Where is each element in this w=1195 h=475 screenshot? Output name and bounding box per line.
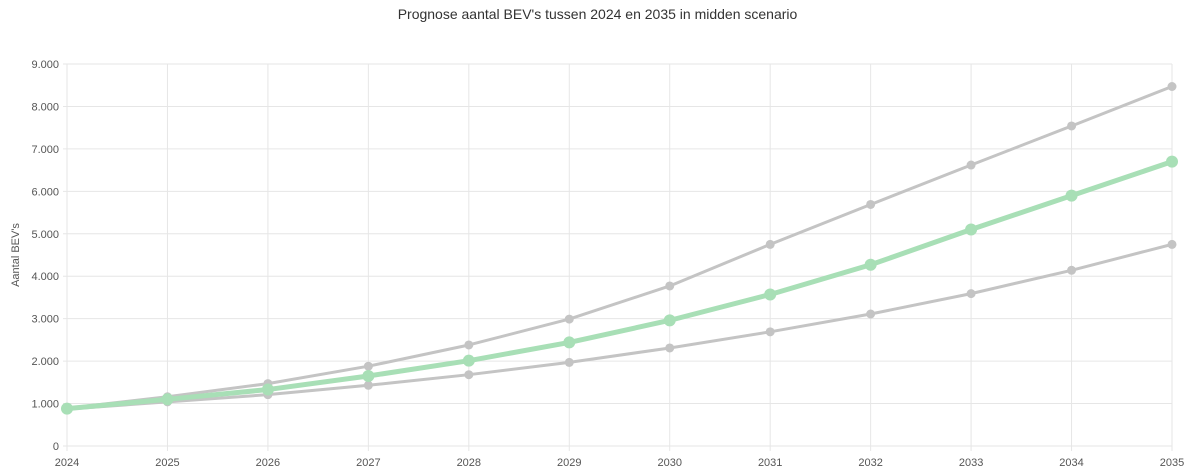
data-point-hoog[interactable]: [866, 199, 876, 209]
data-point-midden[interactable]: [563, 336, 576, 349]
data-point-laag[interactable]: [866, 309, 876, 319]
data-point-midden[interactable]: [864, 258, 877, 271]
data-point-laag[interactable]: [363, 380, 373, 390]
y-tick-label: 5.000: [31, 229, 59, 241]
x-tick-label: 2033: [959, 457, 983, 469]
series-midden: [61, 155, 1178, 415]
series-line-hoog: [65, 84, 1174, 410]
data-point-hoog[interactable]: [564, 314, 574, 324]
series-hoog: [62, 81, 1177, 413]
data-point-laag[interactable]: [1167, 239, 1177, 249]
x-tick-label: 2027: [356, 457, 380, 469]
x-tick-label: 2026: [256, 457, 280, 469]
series-group: [61, 81, 1178, 415]
data-point-hoog[interactable]: [1067, 121, 1077, 131]
x-tick-label: 2029: [557, 457, 581, 469]
y-tick-label: 8.000: [31, 101, 59, 113]
data-point-hoog[interactable]: [1167, 81, 1177, 91]
data-point-laag[interactable]: [966, 289, 976, 299]
x-tick-label: 2024: [55, 457, 79, 469]
data-point-midden[interactable]: [965, 223, 978, 236]
data-point-laag[interactable]: [1067, 265, 1077, 275]
y-tick-label: 0: [53, 441, 59, 453]
y-axis-title: Aantal BEV's: [10, 223, 22, 287]
series-line-midden: [64, 159, 1175, 412]
y-tick-label: 9.000: [31, 59, 59, 71]
data-point-hoog[interactable]: [363, 361, 373, 371]
y-tick-label: 6.000: [31, 186, 59, 198]
x-tick-label: 2035: [1160, 457, 1184, 469]
y-tick-label: 4.000: [31, 271, 59, 283]
data-point-midden[interactable]: [764, 288, 777, 301]
x-tick-label: 2030: [657, 457, 681, 469]
data-point-hoog[interactable]: [464, 340, 474, 350]
x-tick-label: 2031: [758, 457, 782, 469]
axes: 0 1.000 2.000 3.000 4.000 5.000 6.000 7.000 8.00…: [31, 59, 1184, 469]
y-tick-label: 2.000: [31, 356, 59, 368]
data-point-laag[interactable]: [564, 357, 574, 367]
data-point-hoog[interactable]: [665, 281, 675, 291]
data-point-midden[interactable]: [663, 314, 676, 327]
y-tick-label: 7.000: [31, 144, 59, 156]
x-tick-label: 2025: [155, 457, 179, 469]
data-point-midden[interactable]: [261, 383, 274, 396]
data-point-midden[interactable]: [462, 354, 475, 367]
data-point-midden[interactable]: [161, 393, 174, 406]
data-point-midden[interactable]: [362, 369, 375, 382]
data-point-laag[interactable]: [464, 370, 474, 380]
series-line-laag: [65, 242, 1174, 411]
chart-title: Prognose aantal BEV's tussen 2024 en 203…: [397, 6, 798, 22]
data-point-laag[interactable]: [665, 343, 675, 353]
y-tick-label: 3.000: [31, 314, 59, 326]
y-tick-label: 1.000: [31, 399, 59, 411]
data-point-hoog[interactable]: [966, 160, 976, 170]
data-point-laag[interactable]: [765, 327, 775, 337]
x-tick-label: 2032: [858, 457, 882, 469]
data-point-hoog[interactable]: [765, 239, 775, 249]
x-tick-label: 2028: [457, 457, 481, 469]
grid: [63, 63, 1173, 451]
data-point-midden[interactable]: [1166, 155, 1178, 168]
data-point-midden[interactable]: [1065, 189, 1078, 202]
data-point-midden[interactable]: [61, 402, 73, 415]
x-tick-label: 2034: [1059, 457, 1083, 469]
